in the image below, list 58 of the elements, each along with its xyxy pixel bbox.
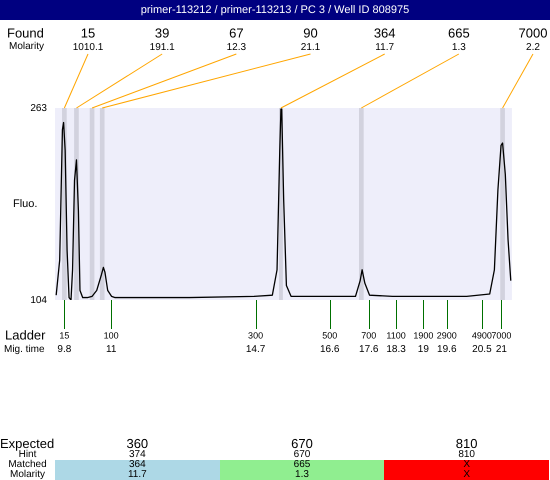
text: Expected	[0, 436, 55, 451]
text: 1010.1	[72, 42, 104, 53]
annotation: 700	[361, 330, 376, 340]
annotation: 4900	[472, 330, 492, 340]
annotation: 665	[448, 26, 470, 41]
x-tick-label: 14.7	[246, 344, 266, 355]
annotation: 15	[80, 26, 96, 41]
text: 12.3	[226, 42, 246, 53]
text: 670	[290, 436, 314, 451]
text: X	[462, 469, 471, 480]
x-tick-label: 9.8	[57, 344, 72, 355]
annotation: 1900	[413, 330, 434, 340]
text: 1.3	[452, 42, 466, 53]
y-axis-title: Fluo.	[13, 198, 38, 210]
y-tick-label: 104	[30, 294, 48, 306]
x-tick-label: 21	[496, 344, 508, 355]
text: 21.1	[300, 42, 321, 53]
text: Found	[7, 26, 44, 41]
annotation: 100	[104, 330, 119, 340]
x-tick-label: 17.6	[359, 344, 379, 355]
text: Molarity	[8, 469, 46, 480]
chart-title: primer-113212 / primer-113213 / PC 3 / Well ID 808975	[0, 0, 550, 20]
text: Molarity	[9, 40, 44, 52]
annotation: 90	[303, 26, 318, 41]
annotation: 364	[374, 26, 396, 41]
text: Hint	[18, 449, 36, 460]
x-tick-label: 16.6	[320, 344, 340, 355]
annotation: 1100	[386, 330, 406, 340]
y-tick-label: 263	[30, 102, 48, 114]
text: Matched	[7, 459, 48, 470]
annotation: 67	[229, 26, 244, 41]
x-tick-label: 19.6	[437, 344, 457, 355]
text: 670	[292, 449, 312, 460]
text: 191.1	[150, 42, 176, 53]
text: Ladder	[5, 328, 46, 343]
text: 665	[292, 459, 312, 470]
annotation: 2900	[436, 330, 457, 340]
text: 810	[454, 436, 478, 451]
text: 364	[128, 459, 147, 470]
x-tick-label: 18.3	[386, 344, 406, 355]
text: X	[462, 459, 471, 470]
annotation: 7000	[491, 330, 512, 340]
annotation: 7000	[518, 26, 548, 41]
text: 374	[128, 449, 147, 460]
text: 11.7	[375, 42, 394, 53]
text: 11.7	[126, 469, 148, 480]
text: 360	[125, 436, 150, 451]
x-tick-label: 20.5	[472, 344, 492, 355]
annotation: 15	[59, 330, 70, 340]
x-tick-label: 19	[418, 344, 430, 355]
x-tick-label: 11	[106, 344, 117, 355]
annotation: 500	[322, 330, 338, 340]
text: 2.2	[526, 42, 540, 53]
annotation: 300	[248, 330, 264, 340]
annotation: 39	[154, 26, 170, 41]
text: 1.3	[294, 469, 310, 480]
text: 810	[457, 449, 476, 460]
x-axis-title: Mig. time	[4, 344, 45, 355]
